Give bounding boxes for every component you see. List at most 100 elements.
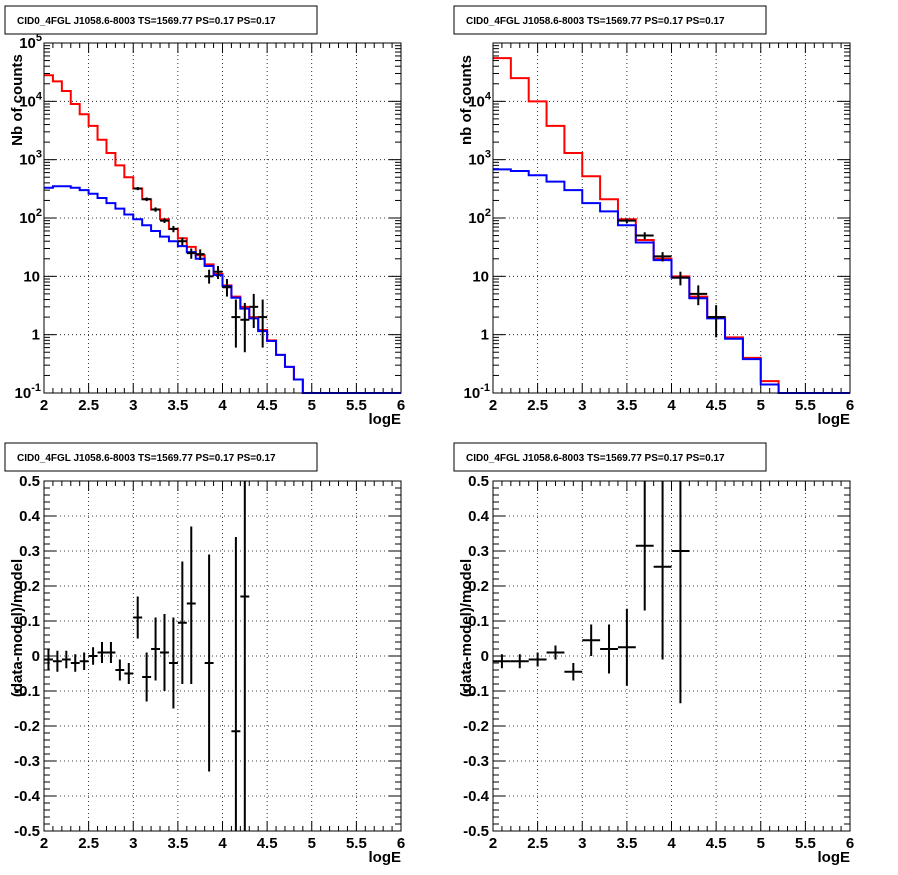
chart-title-box <box>453 5 767 35</box>
x-tick-label: 2.5 <box>78 835 99 852</box>
x-tick-label: 2.5 <box>527 835 548 852</box>
plot-frame <box>492 42 851 394</box>
x-tick-label: 4.5 <box>706 835 727 852</box>
y-tick-label: 0.2 <box>19 578 40 595</box>
x-axis-label: logE <box>818 411 851 428</box>
plot-frame <box>492 480 851 832</box>
x-tick-label: 6 <box>846 397 854 414</box>
x-tick-label: 2.5 <box>527 397 548 414</box>
x-tick-label: 5.5 <box>795 397 816 414</box>
x-tick-label: 3 <box>578 397 586 414</box>
x-tick-label: 5.5 <box>795 835 816 852</box>
y-tick-label: 103 <box>19 149 42 169</box>
chart-title: CID0_4FGL J1058.6-8003 TS=1569.77 PS=0.1… <box>17 16 276 27</box>
chart-panel-3: CID0_4FGL J1058.6-8003 TS=1569.77 PS=0.1… <box>4 442 405 866</box>
model-total-histogram <box>493 57 850 394</box>
chart-panel-1: CID0_4FGL J1058.6-8003 TS=1569.77 PS=0.1… <box>4 5 405 428</box>
y-tick-label: 102 <box>19 207 42 227</box>
x-tick-label: 2 <box>489 835 497 852</box>
model-source-histogram <box>44 185 401 394</box>
x-tick-label: 5 <box>757 835 765 852</box>
y-tick-label: -0.3 <box>463 753 489 770</box>
y-tick-label: 102 <box>468 207 491 227</box>
x-axis-label: logE <box>369 411 402 428</box>
x-tick-label: 2 <box>40 835 48 852</box>
y-tick-label: 104 <box>19 90 43 110</box>
x-axis-label: logE <box>818 849 851 866</box>
y-axis-label: (data-model)/model <box>458 559 475 697</box>
y-tick-label: 10-1 <box>15 382 41 402</box>
y-tick-label: 10 <box>472 268 489 285</box>
y-tick-label: 0.5 <box>19 473 40 490</box>
y-tick-label: 0.3 <box>19 543 40 560</box>
y-tick-label: -0.2 <box>463 718 489 735</box>
x-tick-label: 3 <box>129 397 137 414</box>
y-tick-label: 0 <box>32 648 40 665</box>
y-tick-label: -0.5 <box>463 823 489 840</box>
chart-title-box <box>4 442 318 472</box>
x-tick-label: 2 <box>489 397 497 414</box>
x-tick-label: 5 <box>308 835 316 852</box>
plot-frame <box>43 42 402 394</box>
x-tick-label: 2.5 <box>78 397 99 414</box>
x-axis-label: logE <box>369 849 402 866</box>
chart-title-box <box>453 442 767 472</box>
chart-title: CID0_4FGL J1058.6-8003 TS=1569.77 PS=0.1… <box>17 453 276 464</box>
x-tick-label: 4 <box>667 835 676 852</box>
y-tick-label: 0.4 <box>19 508 41 525</box>
y-tick-label: 103 <box>468 149 491 169</box>
y-tick-label: -0.4 <box>14 788 41 805</box>
y-tick-label: -0.3 <box>14 753 40 770</box>
y-tick-label: 105 <box>19 32 42 52</box>
x-tick-label: 3.5 <box>616 835 637 852</box>
x-tick-label: 4 <box>218 835 227 852</box>
y-tick-label: -0.1 <box>463 683 489 700</box>
y-tick-label: -0.5 <box>14 823 40 840</box>
x-tick-label: 6 <box>846 835 854 852</box>
y-tick-label: 10-1 <box>464 382 490 402</box>
x-tick-label: 2 <box>40 397 48 414</box>
chart-panel-2: CID0_4FGL J1058.6-8003 TS=1569.77 PS=0.1… <box>453 5 854 428</box>
y-tick-label: 0.2 <box>468 578 489 595</box>
y-tick-label: 0.4 <box>468 508 490 525</box>
plot-frame <box>43 480 402 832</box>
y-axis-label: nb of counts <box>458 55 475 145</box>
y-tick-label: -0.2 <box>14 718 40 735</box>
x-tick-label: 3.5 <box>616 397 637 414</box>
y-tick-label: 0.1 <box>19 613 40 630</box>
chart-title-box <box>4 5 318 35</box>
chart-title: CID0_4FGL J1058.6-8003 TS=1569.77 PS=0.1… <box>466 453 725 464</box>
x-tick-label: 3 <box>129 835 137 852</box>
model-source-histogram <box>493 168 850 394</box>
chart-panel-4: CID0_4FGL J1058.6-8003 TS=1569.77 PS=0.1… <box>453 442 854 866</box>
y-tick-label: 1 <box>481 327 489 344</box>
x-tick-label: 5.5 <box>346 397 367 414</box>
x-tick-label: 4.5 <box>257 397 278 414</box>
y-axis-label: Nb of counts <box>9 54 26 146</box>
x-tick-label: 4.5 <box>706 397 727 414</box>
y-axis-label: (data-model)/model <box>9 559 26 697</box>
x-tick-label: 3 <box>578 835 586 852</box>
x-tick-label: 4 <box>667 397 676 414</box>
y-tick-label: 0 <box>481 648 489 665</box>
x-tick-label: 3.5 <box>167 835 188 852</box>
x-tick-label: 5.5 <box>346 835 367 852</box>
x-tick-label: 6 <box>397 835 405 852</box>
x-tick-label: 6 <box>397 397 405 414</box>
chart-title: CID0_4FGL J1058.6-8003 TS=1569.77 PS=0.1… <box>466 16 725 27</box>
y-tick-label: 10 <box>23 268 40 285</box>
x-tick-label: 4.5 <box>257 835 278 852</box>
x-tick-label: 5 <box>308 397 316 414</box>
x-tick-label: 5 <box>757 397 765 414</box>
y-tick-label: 0.5 <box>468 473 489 490</box>
y-tick-label: 1 <box>32 327 40 344</box>
y-tick-label: -0.4 <box>463 788 490 805</box>
y-tick-label: 104 <box>468 90 492 110</box>
y-tick-label: 0.1 <box>468 613 489 630</box>
x-tick-label: 3.5 <box>167 397 188 414</box>
y-tick-label: -0.1 <box>14 683 40 700</box>
y-tick-label: 0.3 <box>468 543 489 560</box>
model-total-histogram <box>44 74 401 394</box>
x-tick-label: 4 <box>218 397 227 414</box>
